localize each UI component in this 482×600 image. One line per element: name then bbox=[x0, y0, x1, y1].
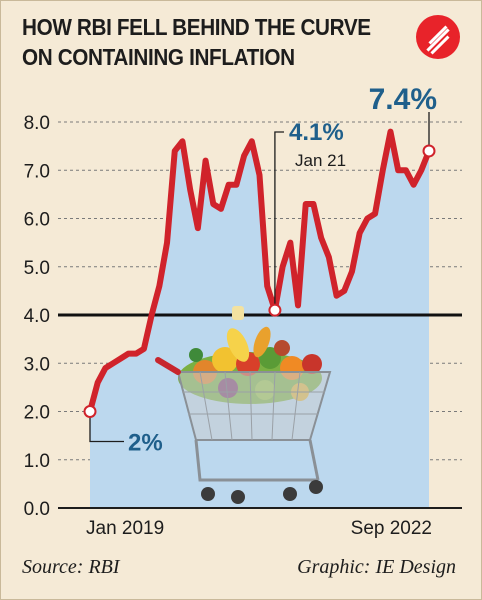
annotation-layer: 2% 4.1% Jan 21 7.4% bbox=[83, 83, 437, 457]
y-tick-label: 3.0 bbox=[24, 354, 50, 375]
y-tick-label: 4.0 bbox=[24, 306, 50, 327]
leader-line bbox=[274, 131, 284, 311]
title-line-2: ON CONTAINING INFLATION bbox=[22, 44, 295, 70]
data-point-marker bbox=[83, 405, 97, 418]
data-label: 2% bbox=[128, 430, 163, 457]
data-point-marker bbox=[422, 144, 436, 158]
data-point-marker bbox=[268, 303, 282, 317]
y-tick-label: 0.0 bbox=[24, 499, 50, 520]
graphic-credit: Graphic: IE Design bbox=[297, 556, 456, 578]
x-tick-label-end: Sep 2022 bbox=[351, 518, 432, 539]
date-label: Jan 21 bbox=[295, 151, 346, 170]
data-label: 4.1% bbox=[289, 119, 344, 146]
leader-line bbox=[89, 411, 124, 443]
series-line bbox=[87, 128, 432, 415]
title-line-1: HOW RBI FELL BEHIND THE CURVE bbox=[22, 14, 371, 40]
indian-express-logo-icon bbox=[416, 15, 460, 59]
x-tick-label-start: Jan 2019 bbox=[86, 518, 164, 539]
axis-layer: Jan 2019 Sep 2022 bbox=[58, 313, 462, 539]
data-label: 7.4% bbox=[369, 83, 437, 116]
shopping-cart-icon bbox=[155, 306, 332, 504]
y-tick-label: 7.0 bbox=[24, 161, 50, 182]
y-tick-label: 5.0 bbox=[24, 258, 50, 279]
y-tick-label: 8.0 bbox=[24, 113, 50, 134]
y-tick-label: 1.0 bbox=[24, 451, 50, 472]
y-tick-label: 2.0 bbox=[24, 403, 50, 424]
chart-title: HOW RBI FELL BEHIND THE CURVE ON CONTAIN… bbox=[22, 12, 371, 72]
source-note: Source: RBI bbox=[22, 556, 120, 578]
area-fill bbox=[90, 131, 429, 508]
y-tick-label: 6.0 bbox=[24, 210, 50, 231]
